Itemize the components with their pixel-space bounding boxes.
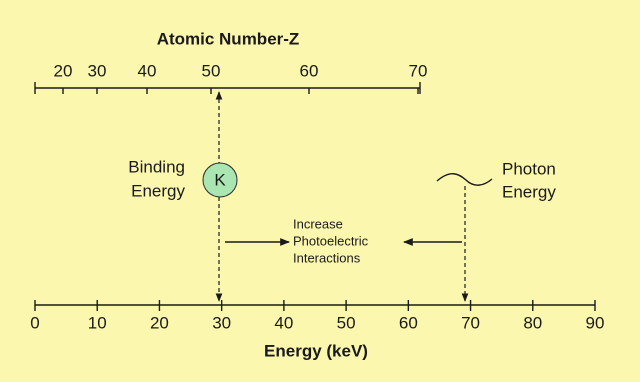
tick-label: 70 [409,61,428,80]
tick-label: 20 [150,313,169,332]
photon-wave [436,173,493,186]
binding-label: Energy [131,181,185,200]
tick-label: 20 [54,61,73,80]
tick-label: 10 [88,313,107,332]
tick-label: 60 [399,313,418,332]
bottom-axis-title: Energy (keV) [264,341,368,360]
tick-label: 40 [274,313,293,332]
tick-label: 30 [88,61,107,80]
shell-circle [202,162,238,198]
photon-label: Energy [502,182,556,201]
tick-label: 80 [523,313,542,332]
tick-label: 60 [300,61,319,80]
top-axis-title: Atomic Number-Z [157,29,300,48]
tick-label: 50 [337,313,356,332]
bottom-axis: 0 10 20 30 40 50 60 70 80 90 [30,300,604,332]
tick-label: 70 [461,313,480,332]
tick-label: 50 [202,61,221,80]
tick-label: 0 [30,313,39,332]
shell-label: K [214,170,226,189]
note: Increase [293,216,343,231]
note: Interactions [293,250,361,265]
top-axis: 20 30 40 50 60 70 [34,61,428,94]
tick-label: 40 [138,61,157,80]
photon-label: Photon [502,159,556,178]
tick-label: 90 [586,313,605,332]
tick-label: 30 [212,313,231,332]
note: Photoelectric [293,233,369,248]
binding-label: Binding [128,157,185,176]
